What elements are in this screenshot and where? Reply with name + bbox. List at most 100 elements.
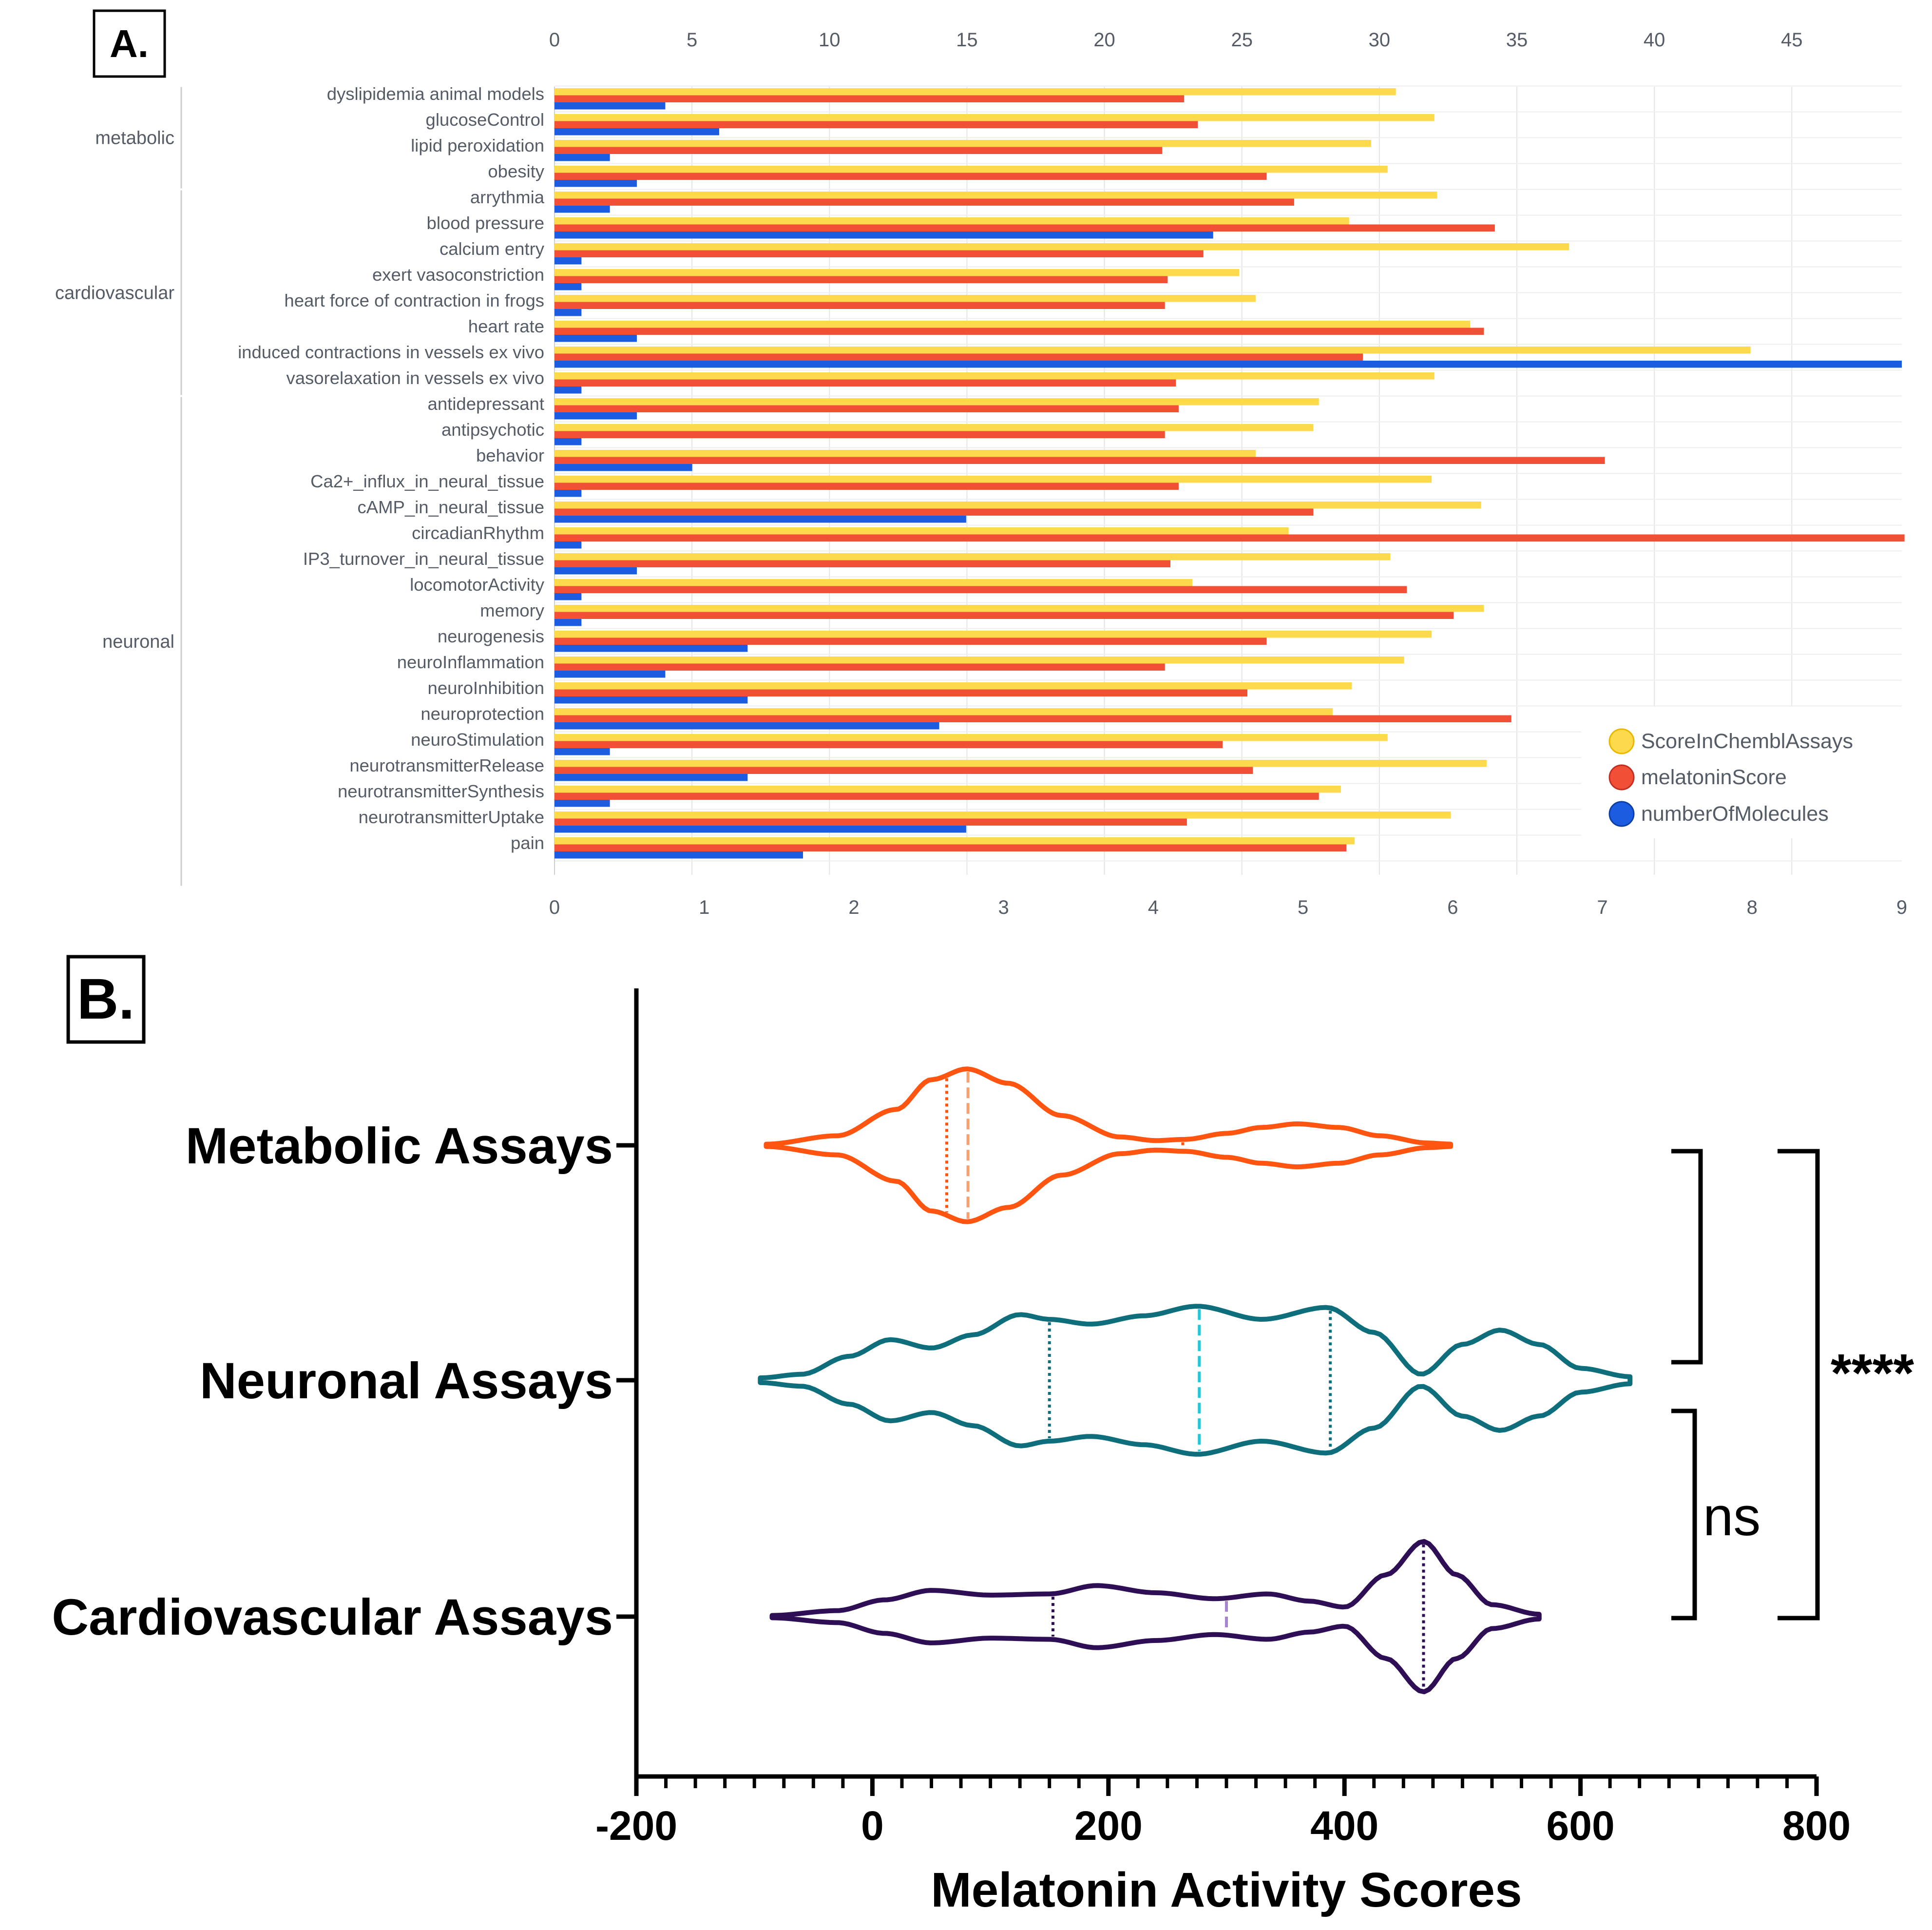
bar-melatoninScore bbox=[555, 431, 1165, 438]
bar-melatoninScore bbox=[555, 405, 1179, 412]
bar-numberOfMolecules bbox=[555, 567, 637, 575]
category-label: obesity bbox=[488, 161, 544, 181]
violin-shape bbox=[758, 1304, 1633, 1457]
bar-ScoreInChemblAssays bbox=[555, 631, 1432, 638]
category-label: Ca2+_influx_in_neural_tissue bbox=[310, 471, 544, 491]
bar-ScoreInChemblAssays bbox=[555, 656, 1404, 664]
bracket-neuronal-cardiovascular bbox=[1671, 1409, 1697, 1621]
bar-melatoninScore bbox=[555, 276, 1168, 283]
bar-numberOfMolecules bbox=[555, 283, 582, 290]
bracket-metabolic-neuronal bbox=[1671, 1149, 1703, 1365]
bar-ScoreInChemblAssays bbox=[555, 347, 1751, 354]
legend-marker-number-of-molecules bbox=[1608, 801, 1635, 827]
bar-numberOfMolecules bbox=[555, 826, 966, 833]
bar-melatoninScore bbox=[555, 689, 1247, 696]
bar-numberOfMolecules bbox=[555, 851, 803, 859]
category-label: IP3_turnover_in_neural_tissue bbox=[303, 549, 544, 569]
top-axis-tick-label: 25 bbox=[1231, 29, 1253, 51]
bar-numberOfMolecules bbox=[555, 593, 582, 600]
category-label: heart force of contraction in frogs bbox=[284, 290, 544, 310]
panel-b: B. -200 0 200 400 600 800 Metabolic Assays Neu… bbox=[52, 955, 1914, 1917]
category-label: neurotransmitterRelease bbox=[349, 755, 544, 775]
bar-numberOfMolecules bbox=[555, 206, 610, 213]
bar-melatoninScore bbox=[555, 147, 1163, 154]
bar-ScoreInChemblAssays bbox=[555, 476, 1432, 483]
bar-ScoreInChemblAssays bbox=[555, 811, 1451, 819]
bar-numberOfMolecules bbox=[555, 361, 1902, 368]
category-label: circadianRhythm bbox=[412, 523, 544, 543]
group-label: neuronal bbox=[102, 632, 174, 652]
bar-numberOfMolecules bbox=[555, 541, 582, 549]
bar-melatoninScore bbox=[555, 95, 1185, 102]
legend-label-score-chembl: ScoreInChemblAssays bbox=[1641, 730, 1853, 753]
bar-ScoreInChemblAssays bbox=[555, 760, 1487, 767]
panel-a-top-axis: 0 5 10 15 20 25 30 35 40 45 bbox=[549, 29, 1803, 51]
bar-numberOfMolecules bbox=[555, 335, 637, 342]
category-label: vasorelaxation in vessels ex vivo bbox=[287, 368, 545, 388]
category-label: neurogenesis bbox=[438, 626, 544, 646]
category-label: locomotorActivity bbox=[410, 575, 545, 595]
panel-b-x-axis-title: Melatonin Activity Scores bbox=[931, 1863, 1522, 1917]
bar-numberOfMolecules bbox=[555, 154, 610, 161]
bar-melatoninScore bbox=[555, 663, 1165, 671]
category-label: neuroInflammation bbox=[397, 652, 544, 672]
legend-label-number-of-molecules: numberOfMolecules bbox=[1641, 802, 1829, 826]
bar-ScoreInChemblAssays bbox=[555, 837, 1355, 845]
category-label: cAMP_in_neural_tissue bbox=[358, 497, 544, 517]
bar-melatoninScore bbox=[555, 586, 1407, 593]
violin-category-label: Cardiovascular Assays bbox=[52, 1589, 613, 1646]
bottom-axis-tick-label: 4 bbox=[1148, 897, 1159, 918]
category-label: antipsychotic bbox=[441, 420, 544, 440]
bar-ScoreInChemblAssays bbox=[555, 321, 1471, 328]
legend-background bbox=[1581, 707, 1917, 838]
bottom-axis-tick-label: 5 bbox=[1298, 897, 1308, 918]
bottom-axis-tick-label: 0 bbox=[549, 897, 560, 918]
group-label: cardiovascular bbox=[55, 283, 174, 304]
bar-ScoreInChemblAssays bbox=[555, 502, 1481, 509]
category-label: induced contractions in vessels ex vivo bbox=[238, 342, 544, 362]
panel-a-bottom-axis: 0 1 2 3 4 5 6 7 8 9 bbox=[549, 897, 1907, 918]
group-label: metabolic bbox=[95, 128, 174, 149]
bar-numberOfMolecules bbox=[555, 722, 939, 730]
top-axis-tick-label: 15 bbox=[956, 29, 978, 51]
bar-numberOfMolecules bbox=[555, 232, 1213, 239]
bracket-metabolic-cardiovascular bbox=[1778, 1149, 1820, 1621]
bar-ScoreInChemblAssays bbox=[555, 88, 1396, 96]
bar-melatoninScore bbox=[555, 637, 1267, 645]
panel-b-label: B. bbox=[77, 967, 134, 1031]
legend-marker-melatonin-score bbox=[1608, 764, 1635, 791]
category-label: lipid peroxidation bbox=[411, 135, 544, 155]
bottom-axis-tick-label: 3 bbox=[998, 897, 1009, 918]
category-label: pain bbox=[511, 833, 544, 853]
bar-ScoreInChemblAssays bbox=[555, 166, 1388, 173]
bar-numberOfMolecules bbox=[555, 102, 666, 110]
category-label: heart rate bbox=[468, 316, 544, 336]
category-label: glucoseControl bbox=[426, 110, 544, 130]
bar-ScoreInChemblAssays bbox=[555, 217, 1349, 225]
category-label: memory bbox=[480, 600, 545, 620]
top-axis-tick-label: 35 bbox=[1506, 29, 1528, 51]
significance-brackets bbox=[1671, 1149, 1820, 1621]
x-tick-label: 0 bbox=[861, 1803, 884, 1849]
significance-ns: ns bbox=[1703, 1486, 1760, 1547]
bar-melatoninScore bbox=[555, 482, 1179, 490]
top-axis-tick-label: 5 bbox=[687, 29, 697, 51]
bar-numberOfMolecules bbox=[555, 490, 582, 497]
violin-category-label: Neuronal Assays bbox=[200, 1352, 613, 1409]
bar-numberOfMolecules bbox=[555, 257, 582, 265]
panel-b-violins bbox=[758, 1066, 1633, 1695]
category-label: blood pressure bbox=[427, 213, 544, 233]
bar-melatoninScore bbox=[555, 612, 1454, 619]
panel-b-label-box bbox=[66, 955, 146, 1044]
violin-shape bbox=[769, 1539, 1542, 1695]
category-label: calcium entry bbox=[440, 239, 545, 259]
bottom-axis-tick-label: 9 bbox=[1896, 897, 1907, 918]
bar-ScoreInChemblAssays bbox=[555, 269, 1240, 276]
bottom-axis-tick-label: 2 bbox=[848, 897, 859, 918]
bar-numberOfMolecules bbox=[555, 412, 637, 420]
panel-a-category-labels: dyslipidemia animal models glucoseControl… bbox=[238, 84, 545, 853]
panel-b-x-ticks: -200 0 200 400 600 800 bbox=[595, 1776, 1851, 1849]
bar-ScoreInChemblAssays bbox=[555, 243, 1569, 251]
